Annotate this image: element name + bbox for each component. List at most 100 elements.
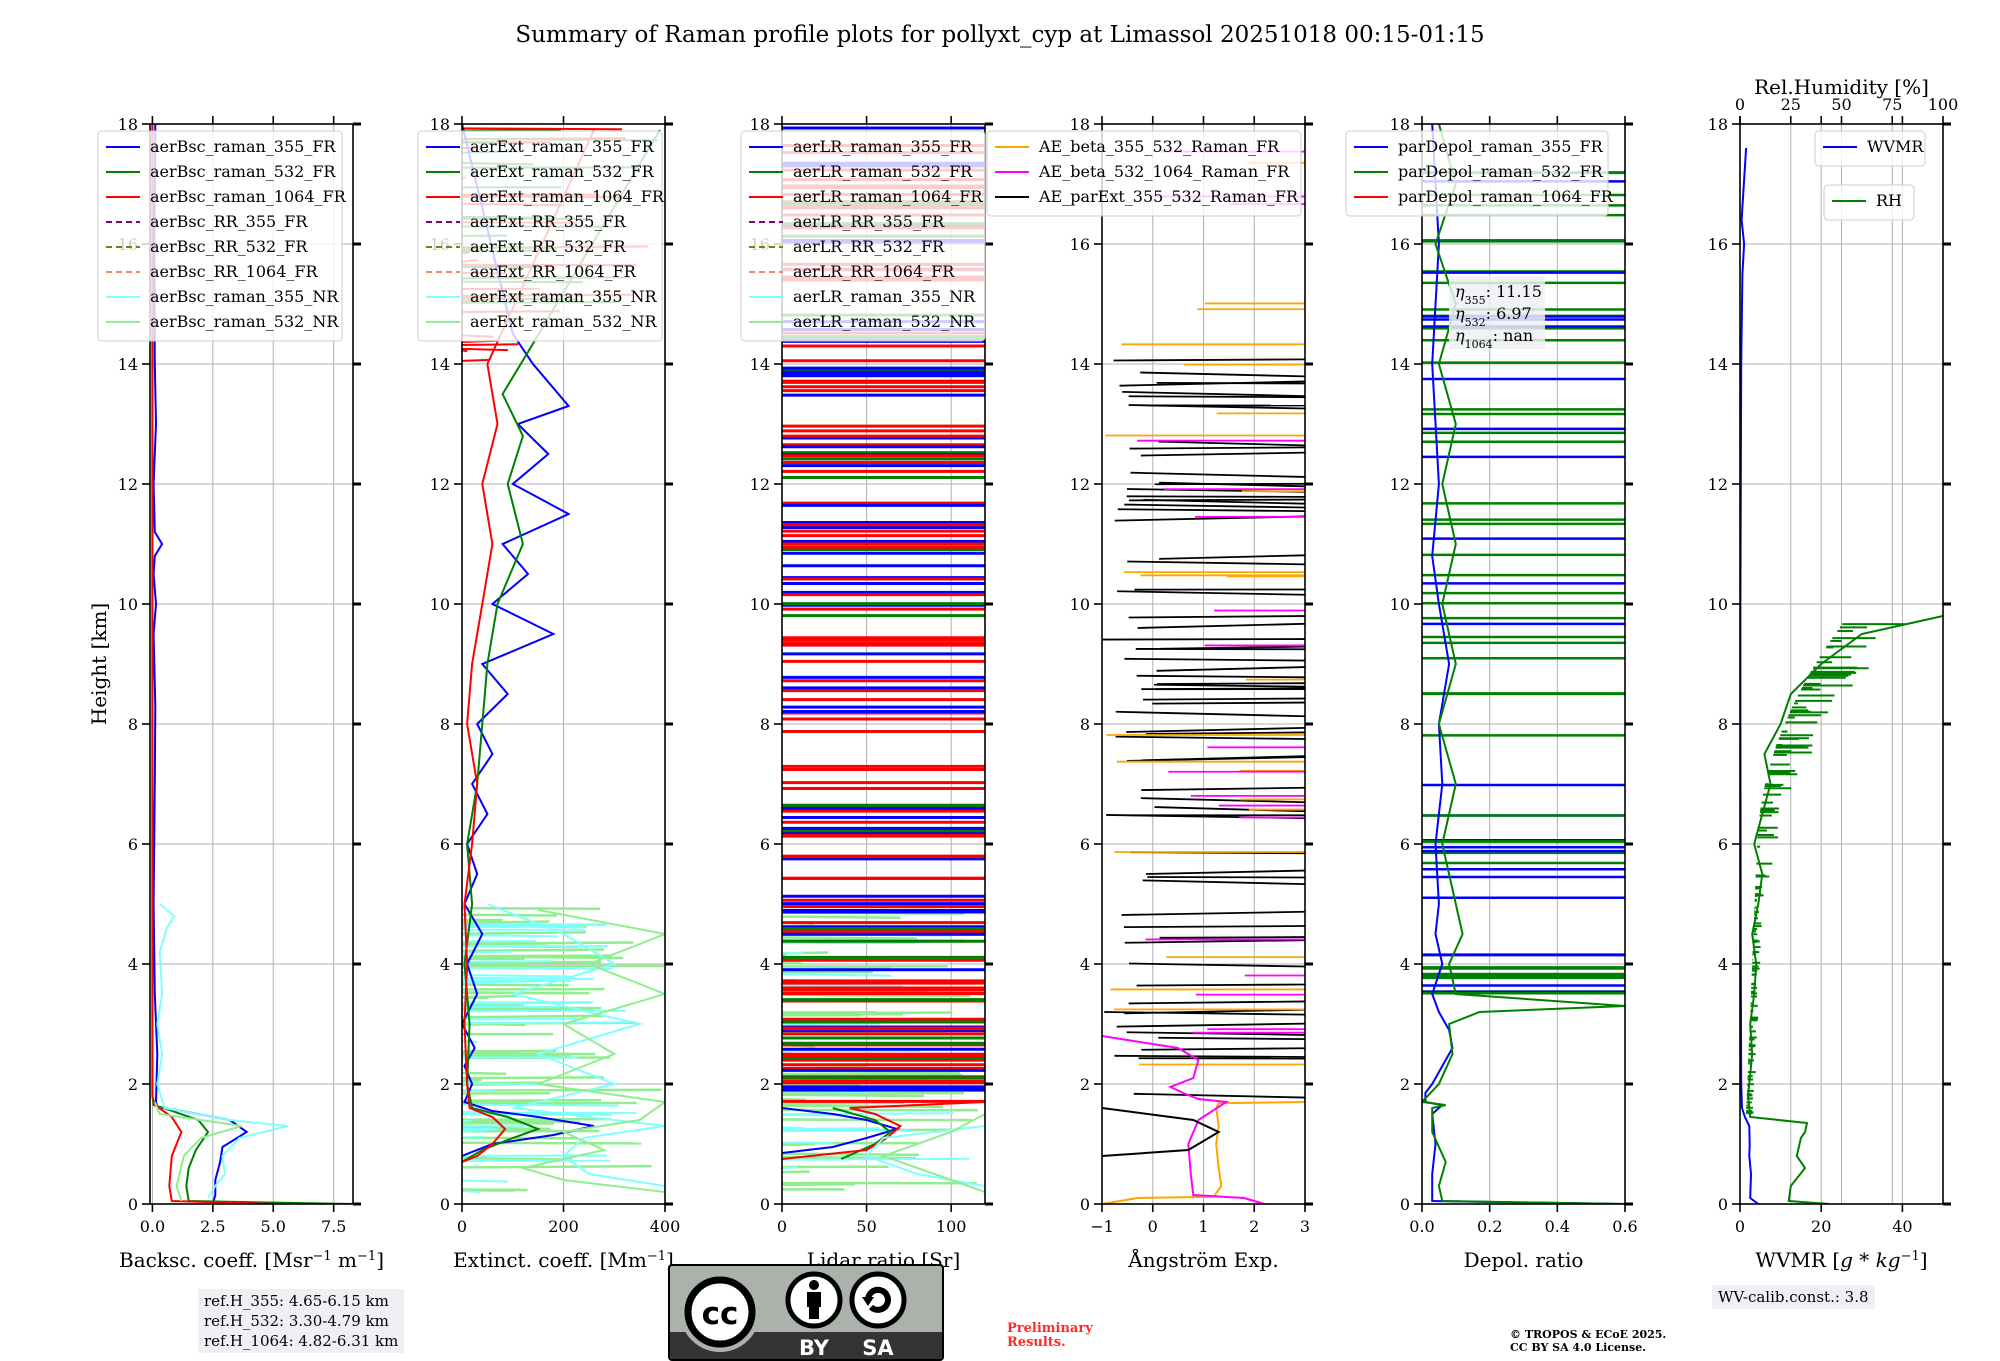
grid (1102, 124, 1305, 1204)
sa-label: SA (862, 1336, 894, 1360)
noise-spike-355-nr (462, 1011, 626, 1012)
x-tick-label: 2 (1249, 1217, 1259, 1236)
series-line-aerBsc_raman_355_NR (157, 904, 287, 1198)
y-tick-label: 2 (1400, 1075, 1410, 1094)
y-tick-label: 8 (440, 715, 450, 734)
noise-line-parext (1127, 496, 1305, 497)
legend-entry: aerBsc_raman_355_NR (150, 287, 339, 306)
noise-line-parext (1124, 505, 1305, 508)
y-tick-label: 8 (128, 715, 138, 734)
y-tick-label: 10 (1390, 595, 1410, 614)
legend-entry: AE_parExt_355_532_Raman_FR (1038, 187, 1299, 206)
noise-spike-532-nr (782, 917, 901, 918)
y-tick-label: 0 (440, 1195, 450, 1214)
y-axis-label: Height [km] (87, 603, 111, 725)
noise-spike-355-nr (462, 924, 607, 925)
x-tick-label: 3 (1300, 1217, 1310, 1236)
y-tick-label: 12 (1070, 475, 1090, 494)
noise-line-parext (1122, 912, 1305, 915)
legend-entry: aerBsc_raman_1064_FR (150, 187, 347, 206)
ref-height-355: ref.H_355: 4.65-6.15 km (204, 1291, 398, 1311)
top-x-tick-label: 100 (1928, 95, 1959, 114)
by-label: BY (799, 1336, 830, 1360)
share-alike-icon (852, 1274, 904, 1326)
legend-wvmr: WVMR (1815, 131, 1925, 166)
x-tick-label: 0 (1735, 1217, 1745, 1236)
y-tick-label: 14 (430, 355, 450, 374)
y-tick-label: 6 (440, 835, 450, 854)
attribution-icon (788, 1274, 840, 1326)
y-tick-label: 14 (1070, 355, 1090, 374)
noise-spike-355-nr (462, 1181, 508, 1182)
noise-spike-355-nr (462, 1121, 471, 1122)
noise-line-parext (1114, 1056, 1305, 1057)
legend-entry: aerExt_raman_355_FR (470, 137, 655, 156)
noise-spike-355-nr (462, 1090, 493, 1091)
noise-line-parext (1124, 659, 1305, 661)
noise-line-parext (1157, 683, 1305, 684)
legend-entry: aerExt_raman_1064_FR (470, 187, 665, 206)
noise-spike-355-nr (462, 1129, 498, 1130)
noise-spike-355-nr (462, 927, 580, 928)
legend-entry: aerLR_raman_532_NR (793, 312, 976, 331)
x-axis-label: Depol. ratio (1464, 1248, 1584, 1272)
noise-spike-355-nr (462, 975, 569, 976)
ref-height-532: ref.H_532: 3.30-4.79 km (204, 1311, 398, 1331)
cc-icon: cc (680, 1272, 760, 1352)
legend-entry: AE_beta_532_1064_Raman_FR (1038, 162, 1290, 181)
noise-line-parext (1127, 561, 1305, 564)
preliminary-results-note: Preliminary Results. (1007, 1322, 1093, 1350)
copyright-line-2: CC BY SA 4.0 License. (1510, 1341, 1666, 1354)
x-tick-label: 0.6 (1612, 1217, 1637, 1236)
noise-line-parext (1130, 447, 1305, 448)
y-tick-label: 4 (1080, 955, 1090, 974)
noise-spike-532-nr (782, 1103, 904, 1104)
noise-spike-355-nr (462, 952, 511, 953)
noise-spike-532-nr (782, 1099, 806, 1100)
noise-spike-532-nr (462, 950, 604, 951)
noise-line-parext (1157, 667, 1305, 671)
y-tick-label: 6 (128, 835, 138, 854)
noise-spike-1064 (462, 360, 490, 361)
series-line-aerBsc_raman_532_NR (155, 1102, 242, 1201)
noise-spike-532-nr (462, 1103, 637, 1104)
legend-entry: aerBsc_raman_355_FR (150, 137, 336, 156)
legend-entry: aerExt_RR_532_FR (470, 237, 627, 256)
y-tick-label: 6 (1400, 835, 1410, 854)
legend-backscatter: aerBsc_raman_355_FRaerBsc_raman_532_FRae… (98, 131, 347, 341)
legend-extinction: aerExt_raman_355_FRaerExt_raman_532_FRae… (418, 131, 665, 341)
legend-entry: WVMR (1867, 137, 1924, 156)
y-tick-label: 8 (760, 715, 770, 734)
y-tick-label: 12 (430, 475, 450, 494)
preliminary-line-1: Preliminary (1007, 1322, 1093, 1336)
noise-spike-355-nr (462, 968, 612, 969)
y-tick-label: 16 (1708, 235, 1728, 254)
y-tick-label: 14 (118, 355, 138, 374)
copyright-note: © TROPOS & ECoE 2025. CC BY SA 4.0 Licen… (1510, 1328, 1666, 1354)
noise-line-parext (1141, 1048, 1305, 1050)
x-tick-label: 40 (1892, 1217, 1912, 1236)
y-tick-label: 4 (440, 955, 450, 974)
y-tick-label: 12 (1390, 475, 1410, 494)
y-tick-label: 12 (118, 475, 138, 494)
y-tick-label: 16 (1390, 235, 1410, 254)
x-tick-label: 5.0 (261, 1217, 286, 1236)
legend-entry: parDepol_raman_355_FR (1398, 137, 1604, 156)
series-line-AE_parExt_355_532_Raman_FR (1102, 1108, 1219, 1156)
noise-line-parext (1117, 1024, 1305, 1027)
noise-spike-532-nr (782, 1119, 972, 1120)
noise-line-parext (1122, 392, 1305, 396)
x-axis-label: Ångström Exp. (1127, 1247, 1278, 1272)
legend-entry: aerBsc_RR_355_FR (150, 212, 308, 231)
x-tick-label: 0 (1148, 1217, 1158, 1236)
legend-entry: aerLR_raman_355_FR (793, 137, 973, 156)
y-tick-label: 8 (1718, 715, 1728, 734)
noise-spike-355-nr (462, 961, 552, 962)
noise-spike-532-nr (462, 915, 557, 916)
y-tick-label: 2 (128, 1075, 138, 1094)
x-tick-label: 0 (777, 1217, 787, 1236)
y-tick-label: 16 (1070, 235, 1090, 254)
legend-angstrom: AE_beta_355_532_Raman_FRAE_beta_532_1064… (987, 131, 1301, 216)
